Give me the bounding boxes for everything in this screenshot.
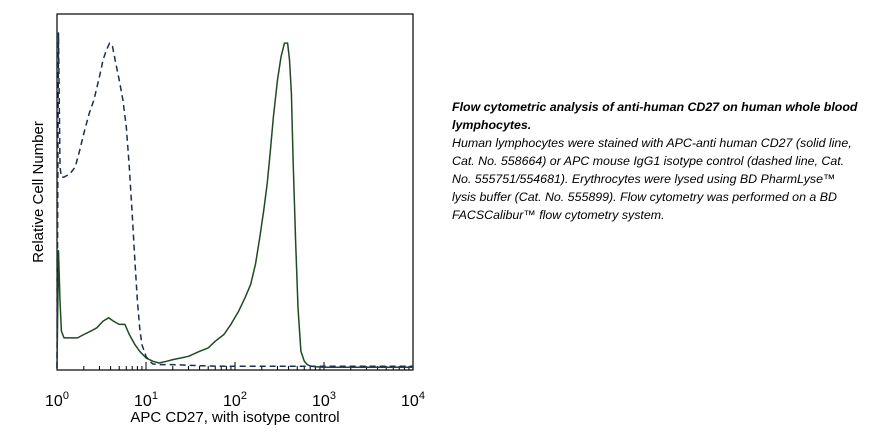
x-axis-label: APC CD27, with isotype control — [130, 409, 339, 426]
caption-body: Human lymphocytes were stained with APC-… — [452, 136, 852, 222]
histogram-chart: 100 101 102 103 104 APC CD27, with isotype c… — [30, 13, 425, 426]
series-layer — [56, 32, 413, 369]
x-tick-label: 104 — [401, 390, 425, 410]
x-tick-label: 100 — [45, 390, 69, 410]
x-tick-label: 102 — [223, 390, 247, 410]
caption-title: Flow cytometric analysis of anti-human C… — [452, 100, 858, 132]
figure-caption: Flow cytometric analysis of anti-human C… — [452, 98, 862, 224]
cd27-solid-line — [56, 42, 413, 369]
x-tick-label: 101 — [134, 390, 158, 410]
isotype-control-dashed-line — [56, 32, 413, 369]
y-axis-label: Relative Cell Number — [30, 121, 47, 263]
x-tick-label: 103 — [312, 390, 336, 410]
tick-labels: 100 101 102 103 104 — [45, 390, 425, 410]
